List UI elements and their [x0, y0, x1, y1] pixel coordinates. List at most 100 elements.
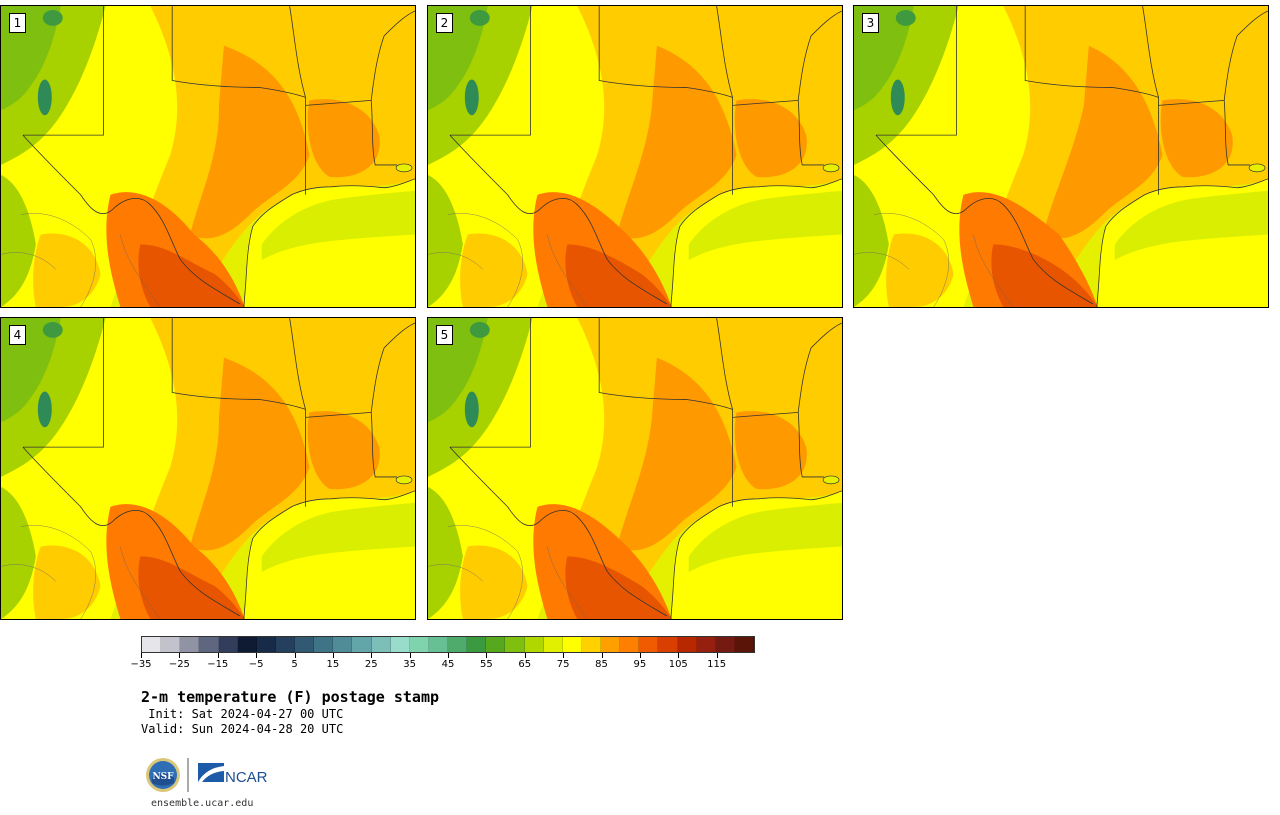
colorbar-tick	[256, 653, 258, 658]
mountain-peak	[890, 79, 905, 116]
colorbar-tick-label: 25	[364, 659, 378, 670]
member-label: 3	[862, 13, 879, 33]
gulf-shelf	[688, 502, 842, 573]
colorbar-bin	[161, 637, 181, 652]
member-label: 4	[9, 325, 26, 345]
colorbar-tick-label: 95	[633, 659, 647, 670]
mountain-north	[469, 321, 490, 338]
colorbar-bin	[639, 637, 659, 652]
state-line	[428, 564, 483, 582]
us-mexico-border	[875, 134, 1094, 305]
colorbar-tick-label: 85	[595, 659, 608, 670]
orange-zone	[617, 45, 737, 239]
colorbar-tick	[524, 653, 526, 658]
orange-zone	[617, 357, 737, 551]
colorbar-bin	[295, 637, 315, 652]
orange-zone-east	[307, 99, 380, 178]
panhandle-border	[598, 6, 733, 98]
lake	[822, 475, 840, 485]
ncar-logo-text: NCAR	[225, 769, 268, 786]
mexico-green	[428, 174, 463, 307]
mexico-green	[1, 174, 36, 307]
mountain-peak	[37, 79, 52, 116]
tx-border-east	[716, 318, 733, 507]
colorbar-bin	[237, 637, 257, 652]
ensemble-member-2-map: 2	[427, 5, 843, 308]
temperature-map	[428, 6, 842, 307]
colorbar-tick	[409, 653, 411, 658]
mountain-north	[895, 9, 916, 26]
colorbar-bin	[390, 637, 410, 652]
lake	[1248, 163, 1266, 173]
colorbar-bin	[352, 637, 372, 652]
state-line	[547, 234, 588, 307]
colorbar-bin	[448, 637, 468, 652]
site-url: ensemble.ucar.edu	[151, 798, 254, 809]
colorbar-tick-label: 65	[518, 659, 532, 670]
colorbar-tick-label: −15	[207, 659, 229, 670]
state-line	[1, 564, 56, 582]
mountain-north	[42, 9, 63, 26]
colorbar-tick-label: 75	[556, 659, 570, 670]
ensemble-member-5-map: 5	[427, 317, 843, 620]
colorbar-tick	[678, 653, 680, 658]
state-line	[20, 525, 96, 619]
mexico-gold	[460, 545, 528, 619]
state-line	[120, 234, 161, 307]
ar-border	[732, 10, 842, 106]
colorbar-tick	[448, 653, 449, 658]
nsf-ncar-logos: NSF NCAR	[146, 758, 268, 792]
temperature-map	[1, 6, 415, 307]
colorbar-tick	[294, 653, 296, 658]
coastline	[243, 178, 415, 307]
orange-zone-east	[734, 99, 807, 178]
us-mexico-border	[449, 134, 668, 305]
nm-tx-border	[22, 6, 104, 136]
state-line	[428, 252, 483, 270]
colorbar-tick-label: 5	[291, 659, 298, 670]
nsf-logo-icon: NSF	[146, 758, 180, 792]
colorbar-tick	[486, 653, 488, 658]
la-border	[370, 412, 398, 478]
colorbar-tick	[141, 653, 142, 658]
colorbar-tick	[601, 653, 603, 658]
colorbar-bin	[620, 637, 640, 652]
colorbar-bin	[409, 637, 429, 652]
la-border	[1223, 100, 1251, 166]
ar-border	[1158, 10, 1268, 106]
state-line	[120, 546, 161, 619]
us-mexico-border	[22, 134, 241, 305]
mountain-peak	[464, 79, 479, 116]
colorbar-bin	[467, 637, 487, 652]
colorbar-tick-label: −35	[130, 659, 152, 670]
colorbar-tick-label: 35	[403, 659, 416, 670]
mountain-peak	[37, 391, 52, 428]
gulf-shelf	[261, 502, 415, 573]
state-line	[447, 213, 523, 307]
orange-zone	[190, 357, 310, 551]
state-line	[1, 252, 56, 270]
nm-tx-border	[875, 6, 957, 136]
valid-time: Valid: Sun 2024-04-28 20 UTC	[141, 722, 344, 736]
mexico-gold	[33, 545, 101, 619]
lake	[822, 163, 840, 173]
us-mexico-border	[22, 446, 241, 617]
colorbar-tick-label: 55	[480, 659, 493, 670]
colorbar-bin	[505, 637, 525, 652]
colorbar-bin	[715, 637, 735, 652]
colorbar-bin	[562, 637, 582, 652]
colorbar-bin	[543, 637, 563, 652]
colorbar-tick-label: −5	[248, 659, 264, 670]
lake	[395, 475, 413, 485]
temperature-map	[1, 318, 415, 619]
member-label: 1	[9, 13, 26, 33]
mexico-green	[428, 486, 463, 619]
colorbar-bin	[199, 637, 219, 652]
ensemble-member-3-map: 3	[853, 5, 1269, 308]
tx-border-east	[289, 6, 306, 195]
state-line	[447, 525, 523, 619]
nm-tx-border	[449, 318, 531, 448]
colorbar-tick	[563, 653, 565, 658]
mexico-gold	[886, 233, 954, 307]
mexico-gold	[33, 233, 101, 307]
